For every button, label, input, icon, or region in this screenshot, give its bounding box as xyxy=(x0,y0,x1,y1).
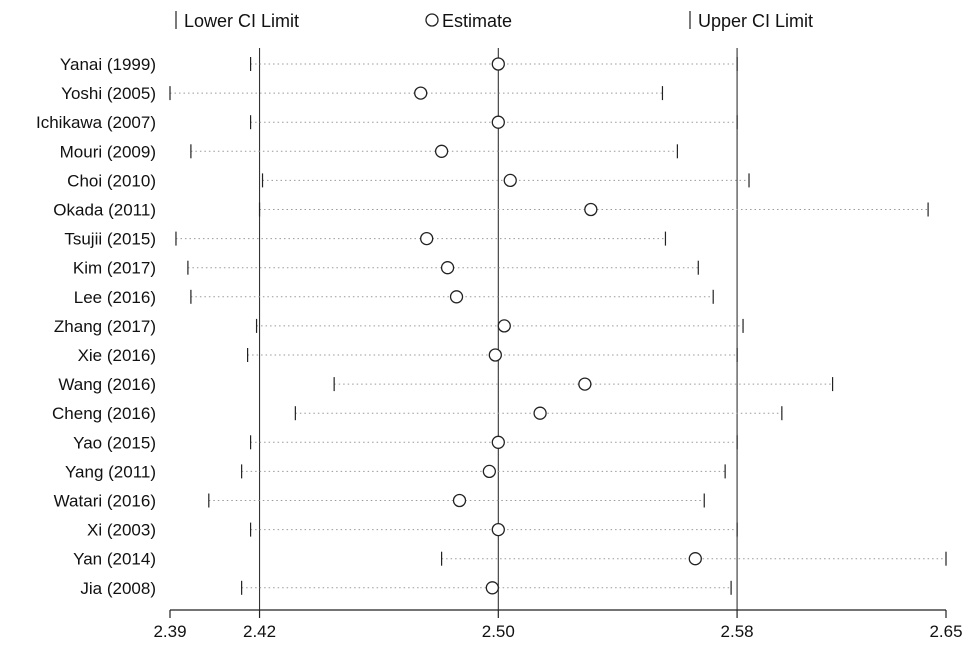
study-label: Zhang (2017) xyxy=(54,317,156,336)
estimate-marker xyxy=(434,144,449,158)
study-label: Wang (2016) xyxy=(58,375,156,394)
study-label: Xi (2003) xyxy=(87,521,156,540)
study-row: Yoshi (2005) xyxy=(61,84,664,103)
study-label: Tsujii (2015) xyxy=(64,230,156,249)
study-label: Jia (2008) xyxy=(80,579,156,598)
legend-estimate-label: Estimate xyxy=(442,11,512,31)
legend-estimate-marker xyxy=(425,13,439,27)
reference-lines xyxy=(258,48,738,610)
study-label: Ichikawa (2007) xyxy=(36,113,156,132)
estimate-marker xyxy=(688,552,702,566)
x-tick-label: 2.42 xyxy=(243,622,276,641)
study-row: Watari (2016) xyxy=(54,492,705,511)
estimate-marker xyxy=(440,261,455,275)
legend-upper-label: Upper CI Limit xyxy=(698,11,813,31)
estimate-marker xyxy=(449,290,464,304)
estimate-marker xyxy=(584,202,598,217)
study-row: Tsujii (2015) xyxy=(64,230,667,249)
study-label: Watari (2016) xyxy=(54,492,156,511)
estimate-marker xyxy=(491,57,505,71)
study-row: Okada (2011) xyxy=(53,201,929,220)
estimate-marker xyxy=(533,406,547,420)
estimate-marker xyxy=(420,231,434,246)
study-row: Zhang (2017) xyxy=(54,317,744,336)
study-row: Jia (2008) xyxy=(80,579,732,598)
study-row: Mouri (2009) xyxy=(60,142,678,161)
study-label: Yang (2011) xyxy=(65,462,156,481)
study-label: Lee (2016) xyxy=(74,288,156,307)
study-label: Okada (2011) xyxy=(53,201,156,220)
study-row: Lee (2016) xyxy=(74,288,714,307)
legend-lower-label: Lower CI Limit xyxy=(184,11,299,31)
study-row: Wang (2016) xyxy=(58,375,834,394)
study-label: Xie (2016) xyxy=(78,346,156,365)
x-tick-label: 2.58 xyxy=(721,622,754,641)
study-row: Cheng (2016) xyxy=(52,404,783,423)
estimate-marker xyxy=(485,581,499,595)
estimate-marker xyxy=(452,493,467,508)
study-row: Yan (2014) xyxy=(73,550,947,569)
estimate-marker xyxy=(482,464,497,479)
study-label: Yoshi (2005) xyxy=(61,84,156,103)
study-label: Kim (2017) xyxy=(73,259,156,278)
estimate-marker xyxy=(578,377,592,391)
study-label: Cheng (2016) xyxy=(52,404,156,423)
legend: Lower CI Limit Estimate Upper CI Limit xyxy=(175,11,813,31)
study-label: Choi (2010) xyxy=(67,171,156,190)
study-label: Yanai (1999) xyxy=(60,55,156,74)
x-tick-label: 2.39 xyxy=(153,622,186,641)
x-tick-label: 2.50 xyxy=(482,622,515,641)
estimate-marker xyxy=(491,435,505,449)
study-label: Mouri (2009) xyxy=(60,142,156,161)
study-rows: Yanai (1999) Yoshi (2005) Ichikawa (2007) M… xyxy=(36,55,947,598)
study-row: Xi (2003) xyxy=(87,521,738,540)
study-row: Ichikawa (2007) xyxy=(36,113,738,132)
study-row: Xie (2016) xyxy=(78,346,738,365)
study-row: Yanai (1999) xyxy=(60,55,738,74)
study-row: Choi (2010) xyxy=(67,171,750,190)
estimate-marker xyxy=(491,115,505,129)
estimate-marker xyxy=(491,522,505,537)
x-tick-label: 2.65 xyxy=(929,622,962,641)
estimate-marker xyxy=(414,86,428,100)
study-row: Kim (2017) xyxy=(73,259,699,278)
estimate-marker xyxy=(503,173,517,188)
study-row: Yang (2011) xyxy=(65,462,726,481)
study-label: Yao (2015) xyxy=(73,433,156,452)
study-row: Yao (2015) xyxy=(73,433,738,452)
estimate-marker xyxy=(497,319,511,333)
x-axis: 2.39 2.42 2.50 2.58 2.65 xyxy=(153,609,963,641)
study-label: Yan (2014) xyxy=(73,550,156,569)
estimate-marker xyxy=(488,348,502,362)
